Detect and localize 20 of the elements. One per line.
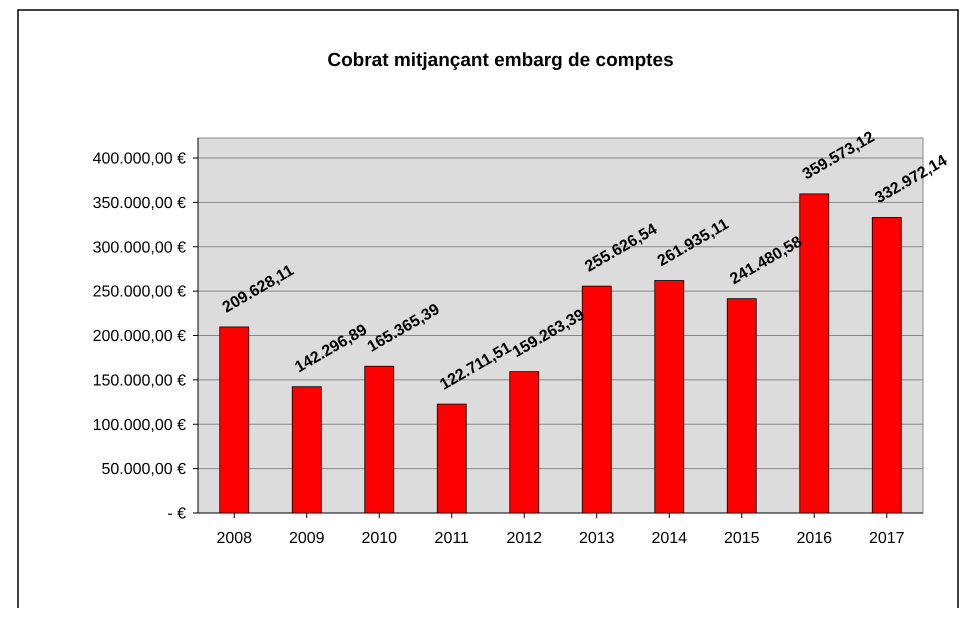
y-tick-label: - € xyxy=(167,506,186,523)
x-tick-label: 2010 xyxy=(361,530,398,547)
y-tick-label: 250.000,00 € xyxy=(92,284,186,301)
x-tick-label: 2008 xyxy=(216,530,252,547)
x-tick-label: 2016 xyxy=(796,530,832,547)
x-tick-label: 2012 xyxy=(506,530,542,547)
x-tick-label: 2013 xyxy=(578,530,615,547)
y-tick-label: 300.000,00 € xyxy=(92,239,186,256)
y-tick-label: 400.000,00 € xyxy=(92,150,186,168)
y-tick-label: 50.000,00 € xyxy=(101,461,186,478)
x-tick-label: 2009 xyxy=(288,530,325,547)
x-tick-label: 2017 xyxy=(868,530,905,547)
y-tick-label: 100.000,00 € xyxy=(92,416,186,434)
x-tick-label: 2015 xyxy=(724,530,760,547)
x-tick-label: 2011 xyxy=(434,530,470,547)
y-tick-label: 200.000,00 € xyxy=(92,328,186,346)
x-tick-label: 2014 xyxy=(651,530,688,547)
y-tick-label: 150.000,00 € xyxy=(92,372,186,390)
y-tick-label: 350.000,00 € xyxy=(92,194,186,212)
chart-title: Cobrat mitjançant embarg de comptes xyxy=(327,50,674,71)
